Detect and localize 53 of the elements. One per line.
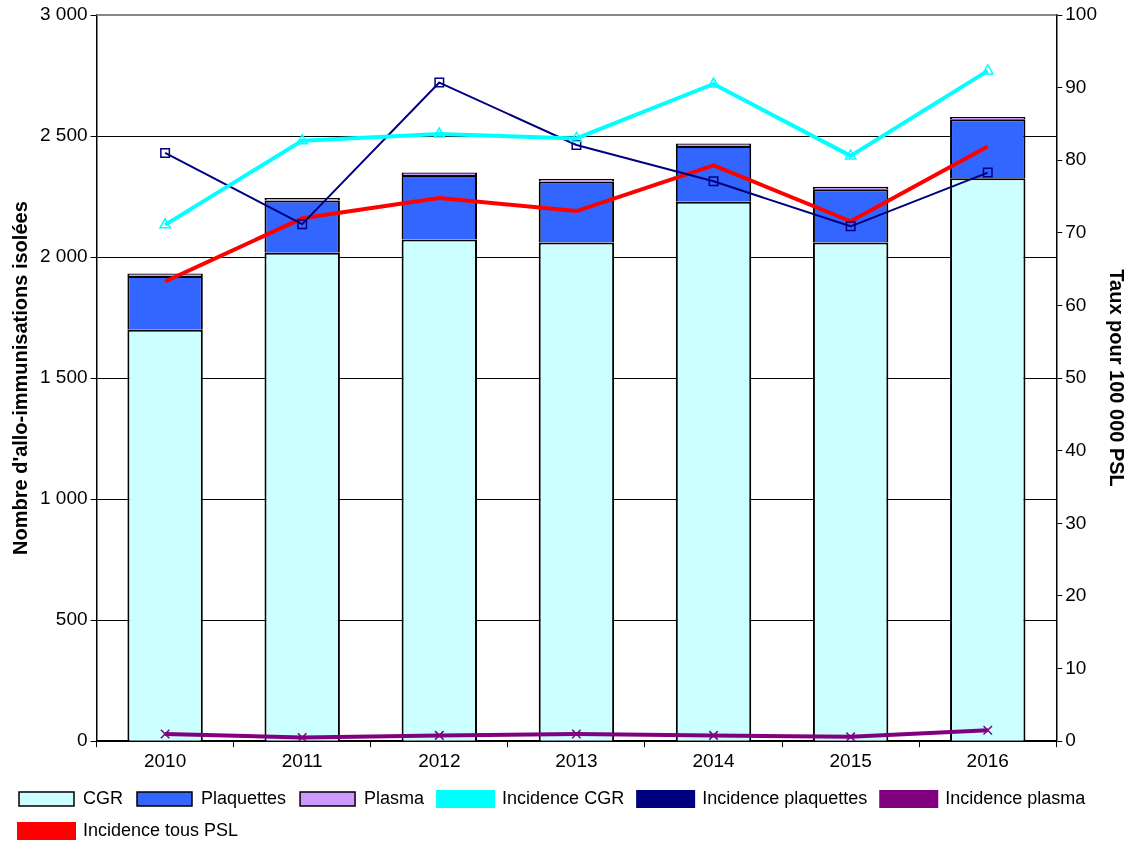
point [433,127,446,138]
legend-label: CGR [83,787,123,808]
legend-label: Incidence CGR [502,787,625,808]
point [844,149,857,160]
y2-tick-label: 50 [1065,366,1087,388]
y2-tick-label: 40 [1065,438,1087,460]
y-tick-label: 500 [55,608,88,630]
y2-tick-label: 60 [1065,293,1087,315]
legend-label: Plaquettes [201,787,287,808]
point [570,131,583,143]
point [845,731,856,742]
point [160,147,171,158]
point [434,730,445,741]
legend-label: Plasma [364,787,426,808]
y2-tick-label: 0 [1065,729,1076,751]
legend-label: Incidence plasma [945,787,1087,808]
y-tick-label: 0 [76,729,88,751]
point [296,133,309,145]
y-axis-title: Nombre d'allo-immunisations isolées [8,201,31,555]
y-tick-label: 1 000 [40,487,88,509]
x-tick-label: 2014 [692,749,736,771]
point [982,725,993,736]
point [708,176,719,187]
point [571,140,582,150]
x-tick-label: 2011 [281,749,323,771]
legend-label: Incidence tous PSL [83,819,239,840]
y-tick-label: 3 000 [40,3,88,25]
y2-tick-label: 100 [1065,3,1097,25]
point [159,218,172,229]
y2-axis-title: Taux pour 100 000 PSL [1106,269,1129,487]
y2-tick-label: 80 [1065,148,1087,170]
y2-tick-label: 10 [1065,656,1087,678]
point [708,730,719,741]
y2-tick-label: 20 [1065,584,1087,606]
x-tick-label: 2012 [418,749,461,771]
x-tick-label: 2013 [555,749,598,771]
point [571,728,582,739]
y-tick-label: 2 000 [40,245,88,267]
point [434,77,445,88]
point [297,219,308,230]
y-tick-label: 2 500 [40,124,88,146]
x-tick-label: 2010 [143,749,187,771]
y2-tick-label: 30 [1065,511,1087,533]
x-tick-label: 2016 [966,749,1009,771]
point [160,728,171,739]
point [297,732,308,742]
y2-tick-label: 90 [1065,75,1087,97]
y-tick-label: 1 500 [40,366,88,388]
point [982,167,993,178]
y2-tick-label: 70 [1065,221,1087,243]
point [845,221,856,232]
legend-label: Incidence plaquettes [702,787,868,808]
x-tick-label: 2015 [829,749,872,771]
